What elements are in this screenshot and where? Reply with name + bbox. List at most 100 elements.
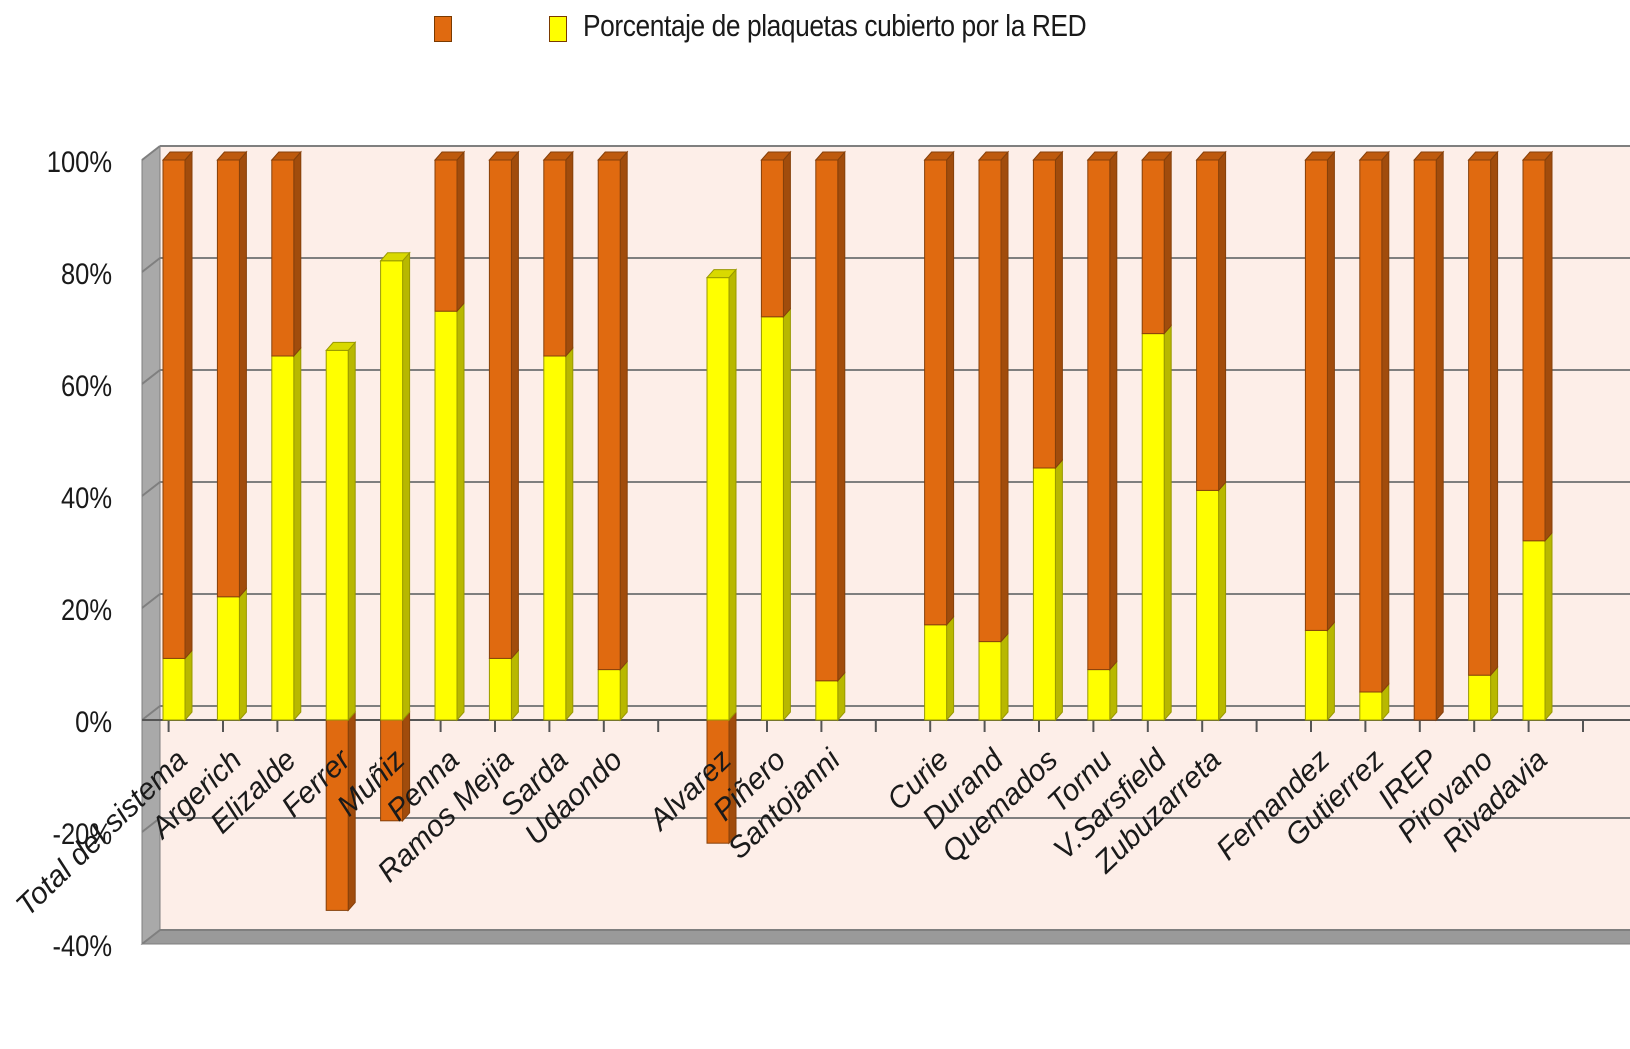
bar-segment-yellow: [1304, 629, 1328, 721]
bar-segment-yellow-side: [402, 251, 411, 722]
bar-segment-yellow-side: [1109, 660, 1118, 722]
bar-segment-orange-top: [161, 151, 194, 161]
legend-label-yellow: Porcentaje de plaquetas cubierto por la …: [583, 8, 1087, 43]
bar-segment-yellow-side: [782, 307, 791, 722]
bar-segment-orange: [597, 159, 621, 671]
y-tick-label: 100%: [47, 145, 112, 178]
bar-segment-orange-top: [1413, 151, 1445, 161]
bar-segment-orange: [815, 159, 839, 682]
y-tick-label: 60%: [61, 369, 112, 402]
bar-segment-orange: [271, 159, 295, 357]
bar-segment-yellow-side: [1000, 632, 1009, 722]
bar-segment-yellow: [1087, 669, 1111, 721]
bar-segment-orange-top: [760, 151, 792, 161]
legend-swatch-orange: [434, 16, 452, 42]
bar-segment-orange-top: [1304, 151, 1336, 161]
bar-segment-orange: [1359, 159, 1383, 693]
bar-segment-orange-side: [1218, 150, 1227, 492]
bar-segment-orange: [924, 159, 948, 626]
bar-segment-yellow-side: [184, 649, 193, 722]
bar-segment-orange-top: [923, 151, 955, 161]
gridline-depth: [141, 481, 161, 497]
bar-segment-yellow-top: [705, 269, 738, 279]
bar-segment-yellow: [1522, 540, 1546, 721]
bar-segment-yellow-side: [1544, 531, 1553, 722]
bar-segment-orange-side: [1544, 150, 1553, 543]
bar-segment-orange-side: [456, 150, 465, 313]
bar-segment-yellow: [706, 277, 730, 721]
gridline-depth: [141, 817, 161, 833]
bar-segment-orange-side: [510, 150, 519, 660]
bar-segment-orange-side: [238, 150, 247, 599]
bar-segment-orange: [760, 159, 784, 318]
bar-segment-orange-side: [1109, 150, 1118, 671]
legend: Porcentaje de plaquetas cubierto por la …: [0, 0, 1630, 70]
y-tick-label: 40%: [61, 481, 112, 514]
y-tick-label: 20%: [61, 593, 112, 626]
bar-segment-yellow-side: [946, 615, 955, 722]
bar-segment-orange-side: [1000, 150, 1009, 643]
bar-segment-orange-side: [293, 150, 302, 358]
bar-segment-orange: [1032, 159, 1056, 469]
bar-segment-yellow: [216, 596, 240, 721]
bar-segment-orange: [1522, 159, 1546, 542]
bar-segment-yellow: [380, 260, 404, 721]
bar-segment-yellow: [543, 355, 567, 721]
bar-segment-yellow: [978, 641, 1002, 721]
bar-segment-yellow-side: [1163, 324, 1172, 722]
bar-segment-orange: [543, 159, 567, 357]
bar-segment-orange: [1304, 159, 1328, 631]
bar-segment-orange-top: [977, 151, 1010, 161]
bar-segment-orange-side: [1054, 150, 1063, 470]
bar-segment-orange: [488, 159, 512, 659]
bar-segment-yellow-side: [1326, 621, 1335, 722]
bar-segment-orange-side: [946, 150, 955, 627]
bar-segment-orange: [162, 159, 186, 659]
bar-segment-orange: [1141, 159, 1165, 335]
y-tick-label: 0%: [75, 705, 112, 738]
bar-segment-orange-side: [1381, 150, 1390, 694]
bar-segment-orange-top: [542, 151, 574, 161]
bar-segment-orange-side: [565, 150, 574, 358]
gridline-depth: [141, 369, 161, 385]
bar-segment-orange: [1196, 159, 1220, 491]
bar-segment-yellow-side: [1054, 458, 1063, 722]
bar-segment-orange: [216, 159, 240, 598]
bar-segment-yellow: [1032, 467, 1056, 721]
bar-segment-orange-top: [1032, 151, 1064, 161]
bar-segment-yellow: [1468, 674, 1492, 721]
bar-segment-orange-side: [1490, 150, 1499, 677]
bar-segment-orange-side: [184, 150, 193, 660]
bar-segment-yellow: [760, 316, 784, 721]
bar-segment-orange: [434, 159, 458, 312]
gridline-depth: [141, 145, 161, 161]
bar-segment-orange-side: [1163, 150, 1172, 335]
bar-segment-yellow-side: [347, 341, 356, 722]
bar-segment-orange-top: [597, 151, 629, 161]
bar-segment-yellow: [924, 624, 948, 721]
bar-segment-yellow: [434, 310, 458, 721]
bar-segment-orange-top: [814, 151, 846, 161]
bar-segment-orange-top: [216, 151, 248, 161]
bar-segment-yellow: [325, 349, 349, 721]
bar-segment-yellow: [488, 657, 512, 721]
bar-segment-orange: [1413, 159, 1437, 721]
bar-segment-orange-side: [619, 150, 628, 671]
gridline-depth: [141, 593, 161, 609]
bar-segment-yellow-side: [238, 587, 247, 722]
gridline-depth: [141, 705, 161, 721]
bar-segment-orange-top: [270, 151, 302, 161]
bar-segment-yellow-top: [325, 341, 357, 351]
floor: [140, 929, 1630, 945]
bar-segment-yellow-side: [565, 346, 574, 722]
bar-segment-orange-top: [1467, 151, 1499, 161]
bar-segment-orange-side: [1435, 150, 1444, 722]
legend-swatch-yellow: [549, 16, 567, 42]
bar-segment-orange-top: [488, 151, 520, 161]
bar-segment-orange-top: [1141, 151, 1173, 161]
bar-segment-orange: [1087, 159, 1111, 671]
bar-segment-orange-side: [782, 150, 791, 319]
bar-segment-orange: [978, 159, 1002, 643]
bar-segment-orange: [1468, 159, 1492, 676]
